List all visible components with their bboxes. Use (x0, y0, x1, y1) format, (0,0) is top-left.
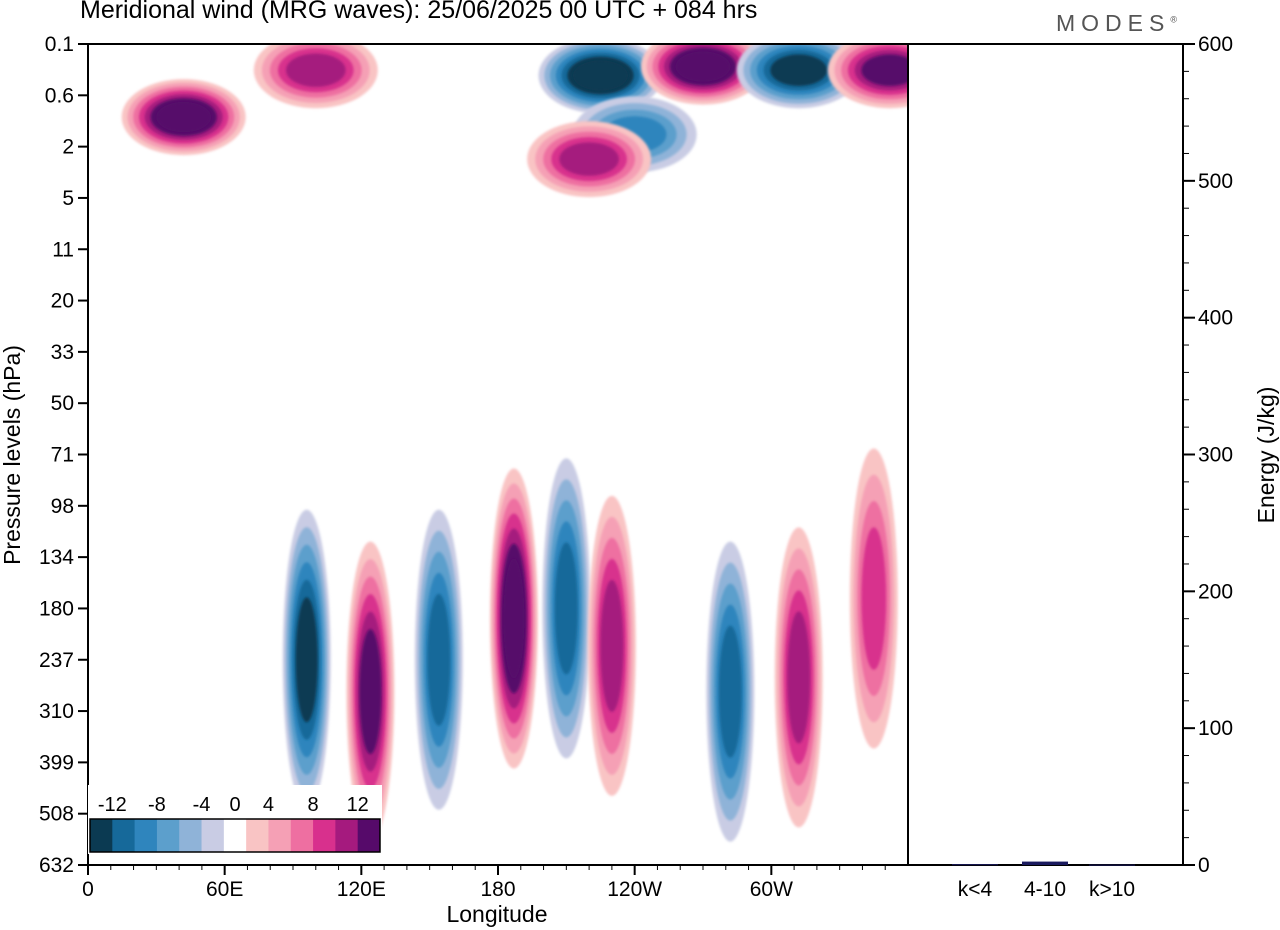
colorbar-swatch (268, 819, 292, 852)
brand-text: MODES (1056, 10, 1171, 36)
contour-band (600, 579, 624, 712)
colorbar-swatch (313, 819, 336, 852)
colorbar-swatch (223, 819, 247, 852)
contour-band (770, 54, 828, 86)
contour-band (718, 625, 742, 758)
y-tick-label: 33 (51, 341, 74, 364)
y-tick-label: 508 (39, 803, 74, 826)
colorbar-label: -8 (148, 794, 166, 816)
contour-band (359, 629, 382, 755)
colorbar-swatch (357, 819, 381, 852)
y-tick-label: 134 (39, 546, 74, 569)
contour-band (861, 54, 908, 86)
contour-band (503, 558, 525, 679)
y-tick-label: 310 (39, 700, 74, 723)
contour-band (427, 593, 451, 726)
energy-y-tick-label: 500 (1198, 170, 1233, 193)
x-tick-label: 120E (337, 878, 386, 901)
y-tick-label: 0.1 (45, 33, 74, 56)
contour-band (559, 142, 619, 176)
colorbar-label: 8 (308, 794, 319, 816)
energy-x-tick-label: k<4 (958, 878, 993, 901)
colorbar-label: -4 (193, 794, 211, 816)
colorbar-swatch (90, 819, 113, 852)
x-tick-label: 60E (206, 878, 243, 901)
colorbar-label: -12 (98, 794, 127, 816)
energy-y-tick-label: 400 (1198, 307, 1233, 330)
energy-y-tick-label: 200 (1198, 580, 1233, 603)
colorbar-swatch (246, 819, 269, 852)
contour-band (675, 51, 731, 82)
energy-axis-title: Energy (J/kg) (1253, 387, 1279, 524)
energy-bar (1022, 861, 1068, 865)
colorbar-swatch (179, 819, 203, 852)
colorbar-swatch (290, 819, 314, 852)
y-tick-label: 50 (51, 392, 74, 415)
y-tick-label: 71 (51, 444, 74, 467)
heatmap-axes: 0.1 0.6 2 5 11 20 33 50 71 98 134 180 237 310 399 508 63… (39, 33, 886, 901)
colorbar-label: 4 (263, 794, 274, 816)
energy-panel-frame (907, 43, 1184, 866)
y-tick-label: 237 (39, 649, 74, 672)
y-tick-label: 5 (62, 187, 74, 210)
energy-x-tick-label: 4-10 (1024, 878, 1066, 901)
energy-y-tick-label: 300 (1198, 444, 1233, 467)
x-tick-label: 180 (480, 878, 515, 901)
energy-bar-chart: 0 100 200 300 400 500 600 k<4 4-10 k>10 (952, 33, 1233, 901)
colorbar-swatch (201, 819, 225, 852)
colorbar-swatch (112, 819, 136, 852)
colorbar-swatch (156, 819, 180, 852)
y-tick-label: 98 (51, 495, 74, 518)
y-axis-title: Pressure levels (hPa) (0, 345, 25, 565)
contour-band (554, 542, 578, 675)
contour-band (573, 60, 628, 91)
brand-logo: MODES® (1056, 10, 1177, 36)
y-tick-label: 632 (39, 854, 74, 877)
energy-y-tick-label: 600 (1198, 33, 1233, 56)
y-tick-label: 20 (51, 290, 74, 313)
energy-y-tick-label: 0 (1198, 854, 1210, 877)
colorbar-swatch (134, 819, 158, 852)
chart-title: Meridional wind (MRG waves): 25/06/2025 … (80, 0, 758, 24)
contour-band (861, 527, 887, 670)
x-axis-title: Longitude (446, 901, 547, 927)
contour-band (156, 101, 212, 133)
energy-x-tick-label: k>10 (1089, 878, 1135, 901)
y-tick-label: 399 (39, 751, 74, 774)
colorbar: -12 -8 -4 0 4 8 12 (88, 785, 382, 854)
energy-bar (1089, 864, 1135, 866)
y-tick-label: 11 (52, 238, 74, 261)
contour-band (787, 611, 811, 744)
colorbar-frame (89, 818, 381, 853)
y-tick-label: 0.6 (45, 84, 74, 107)
contour-band (286, 53, 346, 87)
y-tick-label: 2 (62, 136, 74, 159)
heatmap-field (121, 44, 908, 842)
energy-bar (952, 864, 998, 866)
colorbar-swatch (335, 819, 359, 852)
x-tick-label: 0 (82, 878, 94, 901)
colorbar-label: 12 (347, 794, 369, 816)
x-tick-label: 60W (750, 878, 793, 901)
colorbar-label: 0 (229, 794, 240, 816)
x-tick-label: 120W (607, 878, 662, 901)
energy-y-tick-label: 100 (1198, 717, 1233, 740)
contour-band (295, 597, 318, 723)
y-tick-label: 180 (39, 597, 74, 620)
